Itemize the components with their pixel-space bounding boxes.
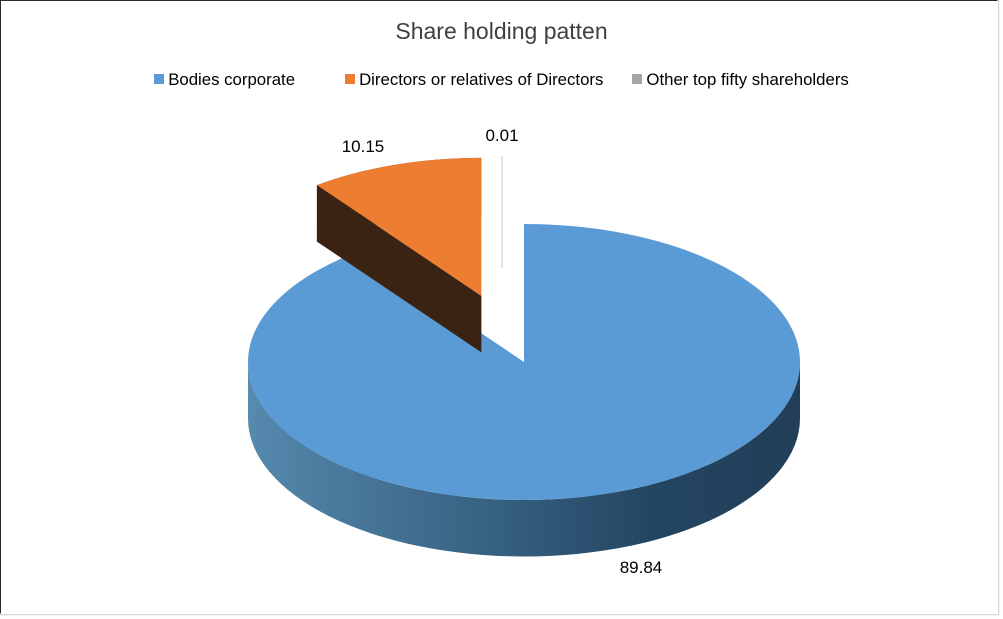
svg-text:89.84: 89.84 [620,558,663,577]
svg-text:0.01: 0.01 [485,126,518,145]
svg-text:10.15: 10.15 [342,137,385,156]
